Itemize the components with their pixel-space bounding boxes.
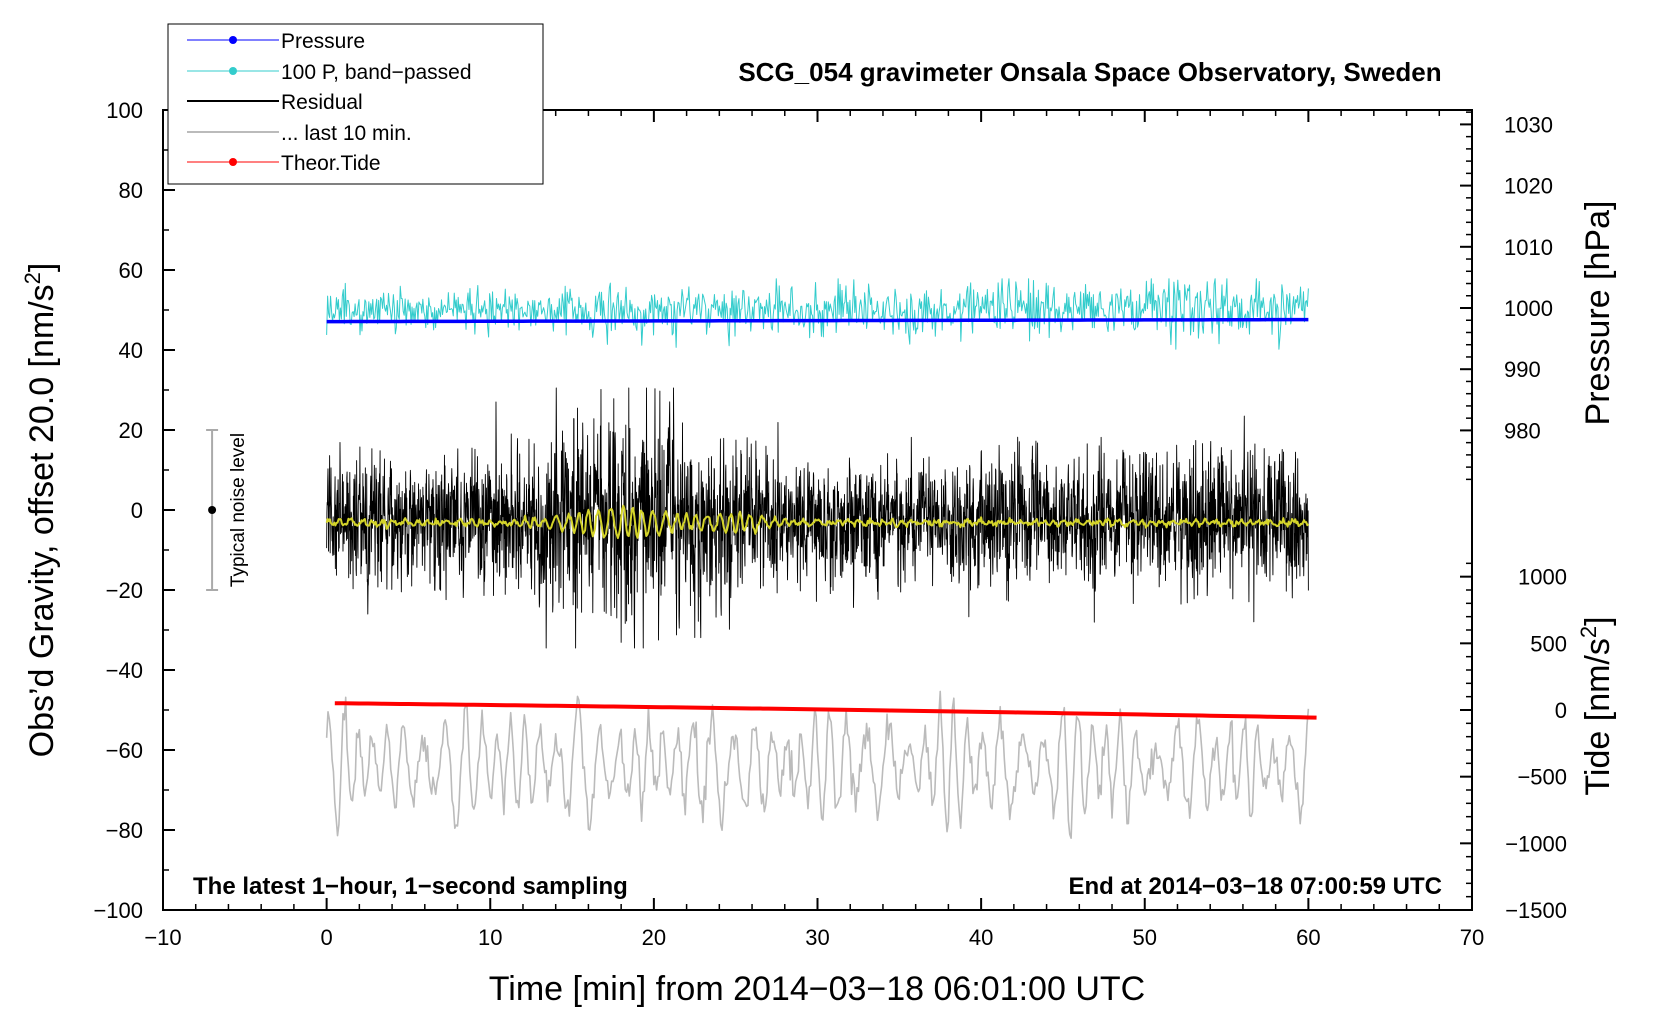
tide-tick-label: 500	[1530, 631, 1567, 656]
legend-label-last-10-min: ... last 10 min.	[281, 122, 412, 145]
noise-bar-center	[208, 506, 217, 514]
legend-entry-pressure: Pressure	[187, 30, 365, 53]
legend-label-residual: Residual	[281, 91, 363, 114]
legend-marker-pressure	[229, 36, 237, 44]
legend-entry-theor-tide: Theor.Tide	[187, 152, 381, 175]
legend-entry-band-passed: 100 P, band−passed	[187, 61, 472, 84]
pressure-tick-label: 1000	[1504, 296, 1553, 321]
tide-tick-label: −500	[1517, 765, 1567, 790]
y-tick-label: −20	[106, 578, 143, 603]
x-tick-label: 60	[1296, 925, 1320, 950]
tide-tick-label: 1000	[1518, 565, 1567, 590]
x-tick-label: 10	[478, 925, 502, 950]
pressure-tick-label: 980	[1504, 418, 1541, 443]
y-axis-ticks: −100 −80 −60 −40 −20 0 20 40 60 80 100	[93, 98, 175, 923]
y-tick-label: 0	[131, 498, 143, 523]
tide-axis-ticks: −1500 −1000 −500 0 500 1000	[1460, 562, 1567, 923]
pressure-tick-label: 1010	[1504, 235, 1553, 260]
x-tick-label: 70	[1460, 925, 1484, 950]
annotation-sampling: The latest 1−hour, 1−second sampling	[193, 873, 628, 900]
annotation-end-time: End at 2014−03−18 07:00:59 UTC	[1068, 873, 1442, 900]
y-tick-label: 100	[106, 98, 143, 123]
series-residual	[326, 387, 1309, 649]
x-axis-title: Time [min] from 2014−03−18 06:01:00 UTC	[489, 970, 1145, 1008]
legend: Pressure 100 P, band−passed Residual ...…	[167, 23, 544, 185]
x-axis-ticks: −10 0 10 20 30 40 50 60 70	[144, 110, 1484, 950]
tide-tick-label: −1500	[1505, 898, 1567, 923]
noise-bar-group: Typical noise level	[206, 429, 249, 591]
series-last-10-min	[325, 690, 1310, 839]
y-axis-title: Obs’d Gravity, offset 20.0 [nm/s2]	[20, 263, 61, 758]
chart-title: SCG_054 gravimeter Onsala Space Observat…	[738, 57, 1441, 87]
y-tick-label: 80	[119, 178, 143, 203]
pressure-tick-label: 1030	[1504, 112, 1553, 137]
pressure-axis-title: Pressure [hPa]	[1579, 201, 1617, 426]
tide-tick-label: −1000	[1505, 831, 1567, 856]
y-tick-label: −40	[106, 658, 143, 683]
pressure-tick-label: 990	[1504, 357, 1541, 382]
legend-box	[167, 23, 544, 185]
y-tick-label: 40	[119, 338, 143, 363]
noise-bar-label: Typical noise level	[228, 433, 249, 587]
y-tick-label: −80	[106, 818, 143, 843]
legend-label-pressure: Pressure	[281, 30, 365, 53]
legend-entry-last-10-min: ... last 10 min.	[187, 122, 412, 145]
legend-marker-theor-tide	[229, 158, 237, 166]
x-tick-label: 20	[642, 925, 666, 950]
pressure-axis-ticks: 980 990 1000 1010 1020 1030	[1460, 111, 1553, 481]
y-tick-label: −100	[93, 898, 143, 923]
legend-label-theor-tide: Theor.Tide	[281, 152, 381, 175]
series-theor-tide	[334, 701, 1317, 720]
tide-axis-title: Tide [nm/s2]	[1576, 616, 1617, 795]
tide-axis-title-close: ]	[1579, 616, 1617, 625]
x-tick-label: 0	[321, 925, 333, 950]
series-pressure	[326, 317, 1309, 324]
series-residual-smoothed	[325, 504, 1310, 540]
y-tick-label: −60	[106, 738, 143, 763]
y-axis-title-close: ]	[23, 263, 61, 272]
y-tick-label: 60	[119, 258, 143, 283]
x-tick-label: 50	[1133, 925, 1157, 950]
y-axis-title-main: Obs’d Gravity, offset 20.0 [nm/s	[23, 284, 61, 757]
y-axis-title-sup: 2	[20, 272, 45, 284]
legend-marker-band-passed	[229, 67, 237, 75]
legend-label-band-passed: 100 P, band−passed	[281, 61, 472, 84]
tide-tick-label: 0	[1555, 698, 1567, 723]
data-series-group	[325, 278, 1317, 839]
tide-axis-title-main: Tide [nm/s	[1579, 638, 1617, 795]
tide-axis-title-sup: 2	[1576, 626, 1601, 638]
x-tick-label: 40	[969, 925, 993, 950]
x-tick-label: −10	[144, 925, 181, 950]
pressure-tick-label: 1020	[1504, 174, 1553, 199]
legend-entry-residual: Residual	[187, 91, 363, 114]
y-tick-label: 20	[119, 418, 143, 443]
series-band-passed	[326, 278, 1309, 350]
x-tick-label: 30	[805, 925, 829, 950]
